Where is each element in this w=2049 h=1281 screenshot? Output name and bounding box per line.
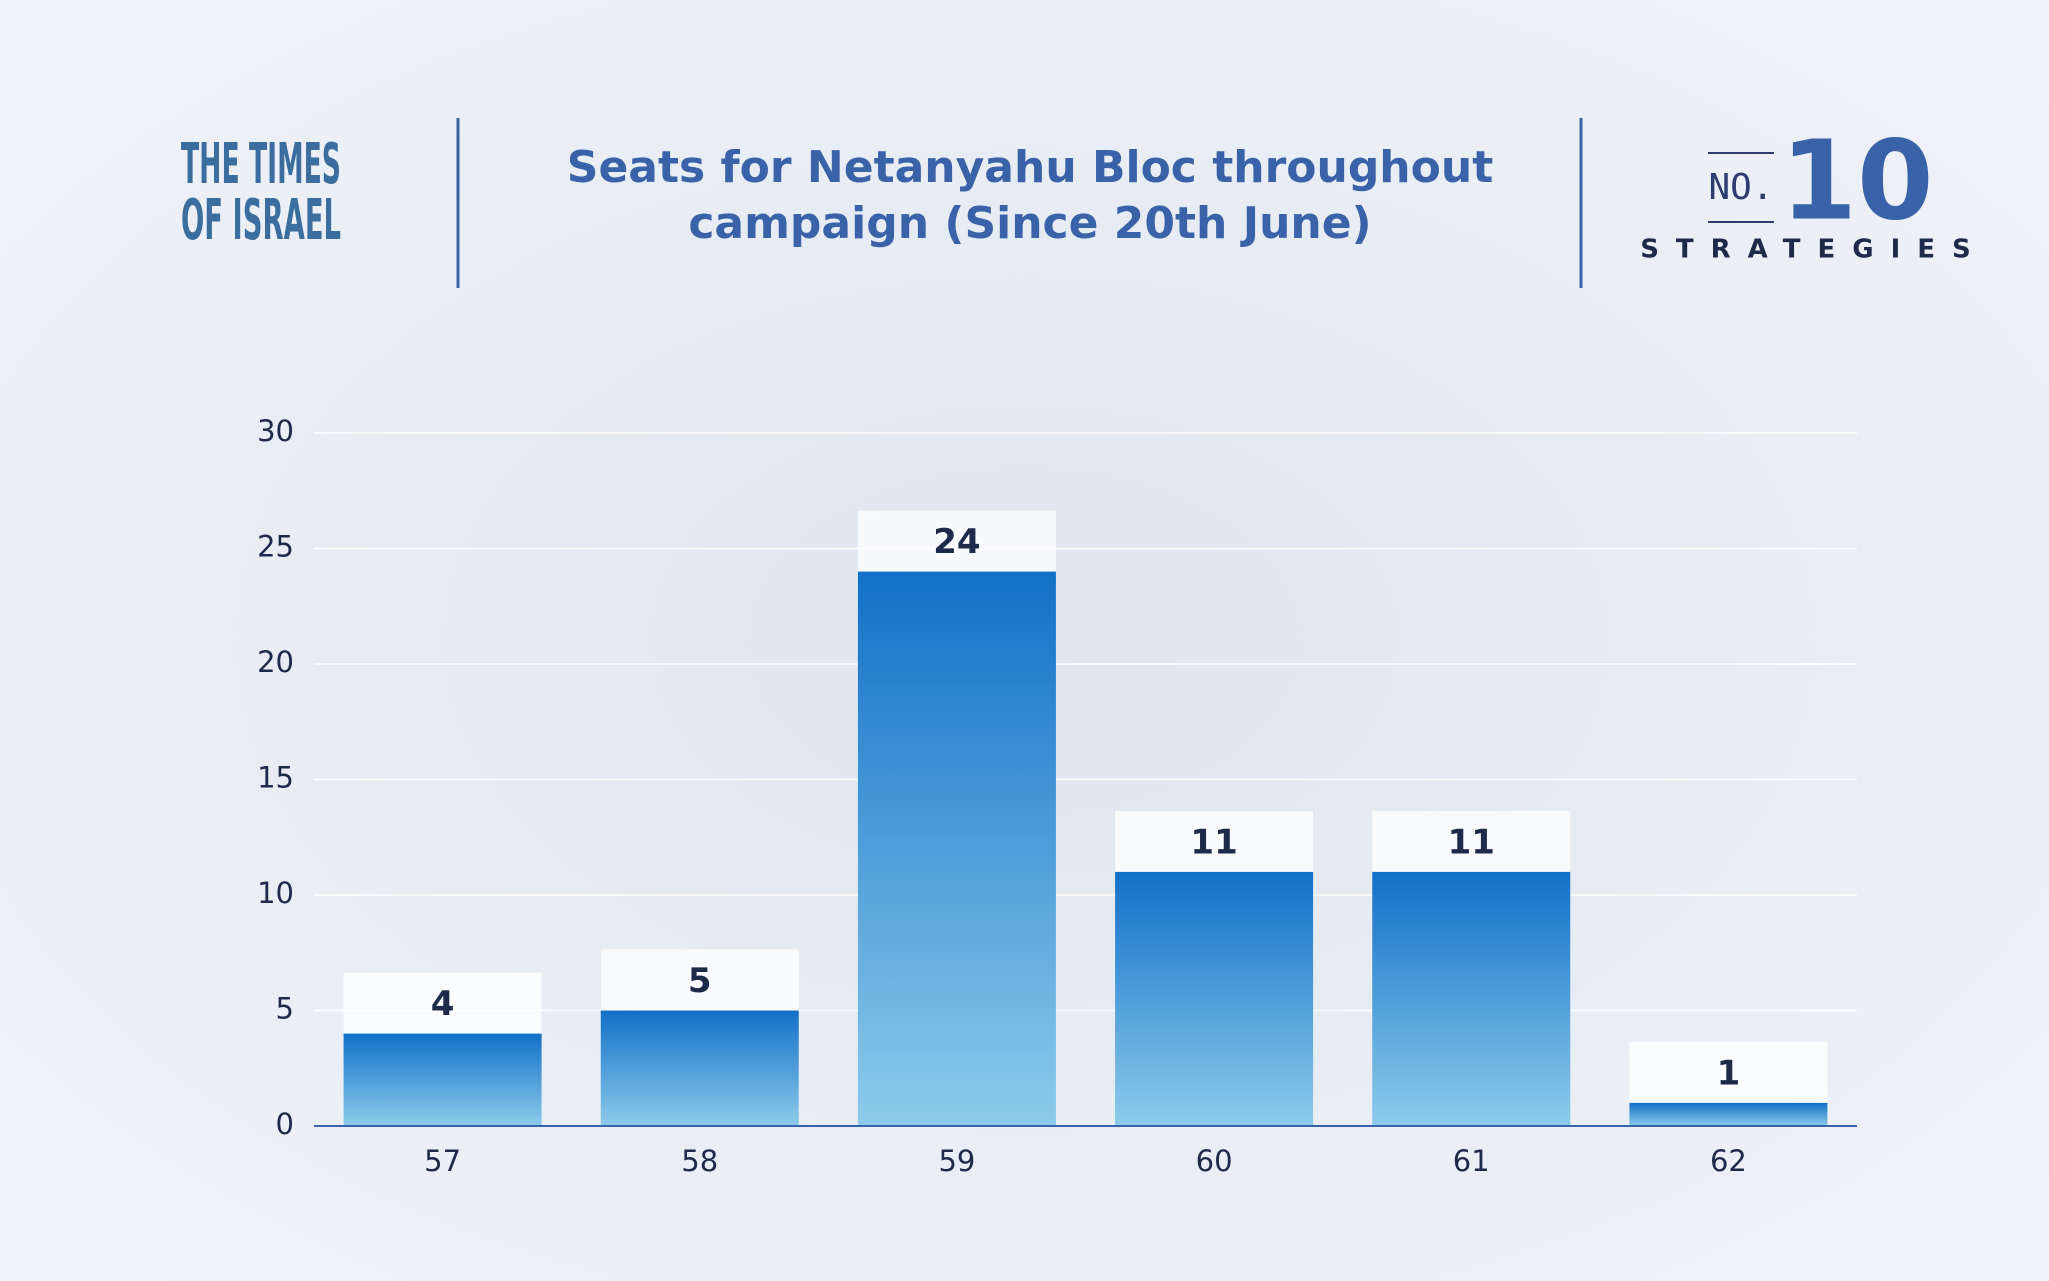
data-label: 1 xyxy=(1717,1053,1741,1093)
bar xyxy=(600,1010,799,1126)
bar xyxy=(1115,871,1314,1126)
x-tick-label: 57 xyxy=(424,1144,461,1178)
brand-line: THE TIMES xyxy=(181,132,341,197)
bar xyxy=(1372,871,1571,1126)
x-tick-label: 58 xyxy=(681,1144,718,1178)
y-tick-label: 25 xyxy=(257,530,294,564)
x-tick-label: 61 xyxy=(1453,1144,1490,1178)
partner-prefix: NO. xyxy=(1708,167,1773,208)
data-label: 24 xyxy=(933,522,980,562)
chart-title: Seats for Netanyahu Bloc throughout camp… xyxy=(566,142,1494,249)
y-tick-label: 5 xyxy=(276,992,294,1026)
partner-name: STRATEGIES xyxy=(1640,235,1988,265)
y-tick-label: 10 xyxy=(257,876,294,910)
label-box xyxy=(857,510,1056,572)
y-tick-label: 30 xyxy=(257,414,294,448)
bar xyxy=(1629,1102,1828,1126)
bar xyxy=(857,571,1056,1126)
label-box xyxy=(343,972,542,1034)
label-box xyxy=(1115,810,1314,872)
x-tick-label: 62 xyxy=(1710,1144,1747,1178)
label-box xyxy=(1629,1041,1828,1103)
brand-line: OF ISRAEL xyxy=(181,188,341,253)
y-tick-label: 20 xyxy=(257,645,294,679)
label-box xyxy=(1372,810,1571,872)
data-label: 11 xyxy=(1448,822,1495,862)
bar xyxy=(343,1033,542,1126)
x-tick-label: 60 xyxy=(1196,1144,1233,1178)
partner-number: 10 xyxy=(1780,116,1933,244)
x-tick-label: 59 xyxy=(938,1144,975,1178)
y-tick-label: 0 xyxy=(276,1107,294,1141)
data-label: 5 xyxy=(688,961,712,1001)
data-label: 11 xyxy=(1190,822,1237,862)
data-label: 4 xyxy=(431,984,455,1024)
label-box xyxy=(600,949,799,1011)
y-tick-label: 15 xyxy=(257,761,294,795)
